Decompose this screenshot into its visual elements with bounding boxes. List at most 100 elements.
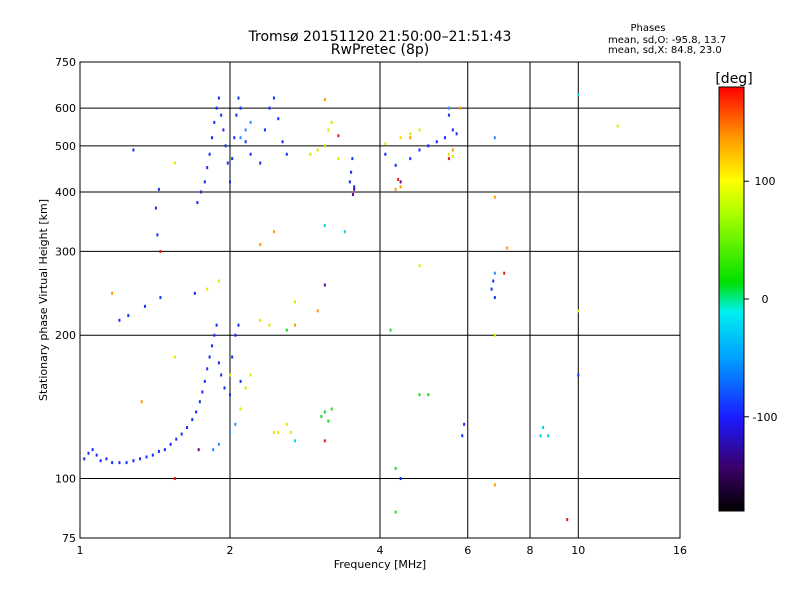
data-point	[203, 180, 206, 184]
data-point	[159, 249, 162, 253]
data-point	[272, 230, 275, 234]
data-point	[384, 142, 387, 146]
data-point	[320, 414, 323, 418]
data-point	[191, 418, 194, 422]
data-point	[197, 448, 200, 452]
data-point	[169, 442, 172, 446]
data-point	[277, 430, 280, 434]
data-point	[249, 152, 252, 156]
colorbar-label: [deg]	[715, 71, 752, 87]
data-point	[455, 132, 458, 136]
data-point	[157, 187, 160, 191]
y-tick-labels: 75 100 200 300 400 500 600 750	[55, 56, 76, 545]
data-point	[118, 318, 121, 322]
data-point	[399, 180, 402, 184]
data-point	[539, 434, 542, 438]
data-point	[427, 393, 430, 397]
y-tick-label: 300	[55, 245, 76, 258]
data-point	[83, 457, 86, 461]
data-point	[327, 419, 330, 423]
x-tick-label: 16	[673, 544, 687, 557]
data-point	[492, 279, 495, 283]
data-point	[229, 180, 231, 184]
data-point	[145, 455, 148, 459]
data-point	[201, 390, 204, 394]
data-point	[323, 144, 326, 148]
data-point	[206, 287, 209, 291]
data-point	[323, 224, 326, 228]
data-point	[447, 152, 450, 156]
y-tick-label: 750	[55, 56, 76, 69]
data-point	[293, 300, 296, 304]
data-point	[451, 128, 454, 132]
data-point	[195, 410, 198, 414]
data-point	[285, 328, 288, 332]
data-point	[577, 309, 580, 313]
y-tick-label: 400	[55, 186, 76, 199]
data-point	[198, 400, 201, 404]
data-point	[239, 407, 242, 411]
data-point	[239, 106, 242, 110]
data-point	[277, 117, 280, 121]
data-point	[493, 296, 496, 300]
data-point	[451, 154, 454, 158]
data-point	[143, 304, 146, 308]
data-point	[180, 432, 183, 436]
data-point	[343, 230, 346, 234]
data-point	[409, 132, 412, 136]
data-point	[394, 163, 397, 167]
data-point	[566, 518, 569, 522]
data-point	[418, 393, 421, 397]
data-point	[212, 448, 215, 452]
data-point	[118, 461, 121, 465]
data-point	[493, 195, 496, 199]
data-point	[285, 152, 288, 156]
data-point	[409, 136, 412, 140]
data-point	[293, 439, 296, 443]
data-point	[353, 187, 356, 191]
y-tick-label: 600	[55, 102, 76, 115]
data-point	[542, 425, 545, 429]
data-point	[213, 120, 216, 124]
data-point	[234, 333, 237, 337]
data-point	[186, 425, 189, 429]
data-point	[397, 177, 400, 181]
data-point	[272, 96, 275, 100]
data-point	[237, 96, 240, 100]
data-point	[459, 106, 462, 110]
data-point	[206, 367, 209, 371]
data-point	[175, 437, 178, 441]
data-point	[217, 96, 220, 100]
data-point	[259, 318, 262, 322]
grid-lines	[80, 62, 680, 538]
data-point	[493, 271, 496, 275]
data-point	[451, 148, 454, 152]
data-point	[281, 140, 284, 144]
data-point	[394, 466, 397, 470]
data-point	[163, 448, 166, 452]
data-point	[244, 128, 247, 132]
data-point	[210, 136, 213, 140]
data-point	[493, 136, 496, 140]
data-point	[309, 152, 312, 156]
data-point	[293, 323, 296, 327]
x-axis-label: Frequency [MHz]	[334, 558, 426, 571]
data-point	[217, 279, 220, 283]
data-point	[323, 410, 326, 414]
data-point	[353, 185, 356, 189]
data-point	[330, 120, 333, 124]
data-point	[435, 140, 438, 144]
data-point	[427, 144, 430, 148]
data-point	[249, 120, 252, 124]
data-point	[493, 333, 496, 337]
data-point	[348, 180, 351, 184]
stats-line-o: mean, sd,O: -95.8, 13.7	[608, 35, 726, 46]
x-tick-label: 2	[227, 544, 234, 557]
data-point	[220, 373, 223, 377]
colorbar-tick-label: 100	[755, 175, 776, 188]
y-tick-label: 100	[55, 473, 76, 486]
data-point	[327, 128, 330, 132]
data-point	[447, 106, 450, 110]
data-point	[285, 422, 288, 426]
